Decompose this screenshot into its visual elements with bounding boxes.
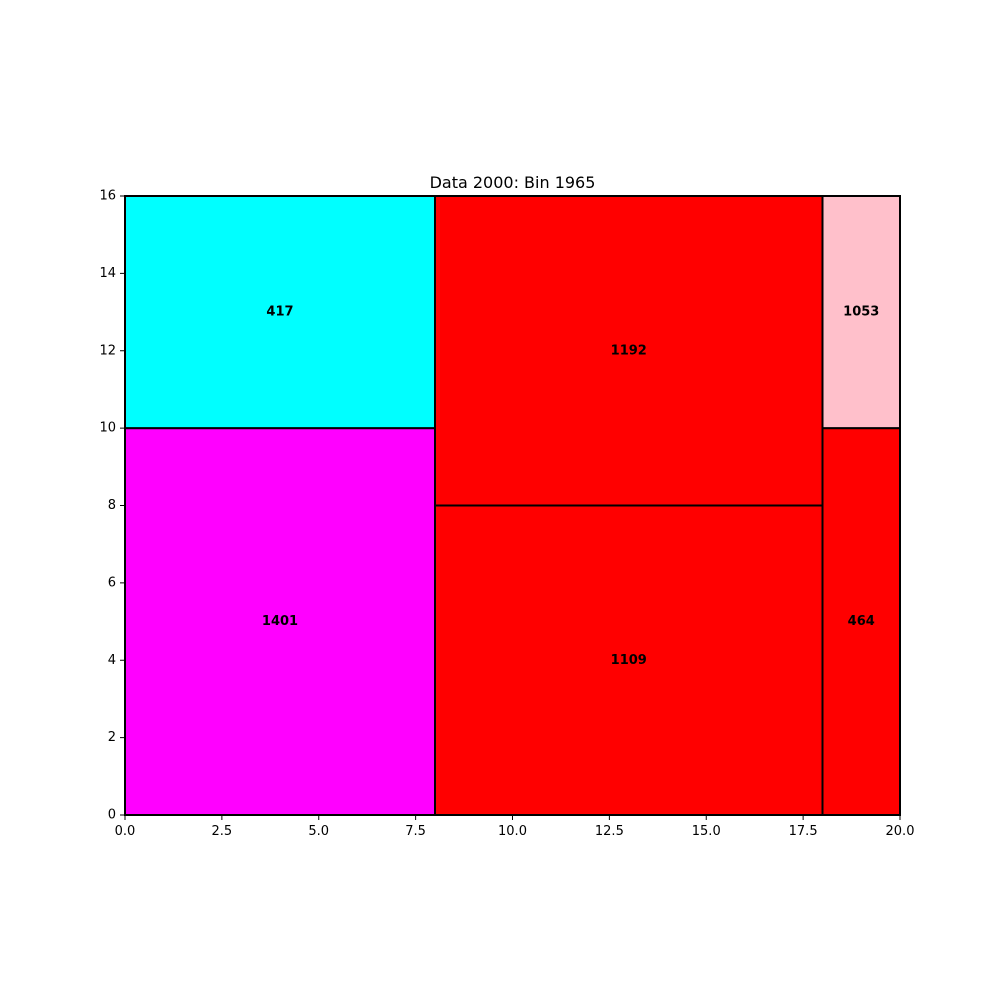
- rectangles-layer: [124, 195, 901, 816]
- y-tick-label: 8: [108, 498, 116, 513]
- y-tick-label: 4: [108, 653, 116, 668]
- treemap-label-1192: 1192: [611, 343, 647, 358]
- y-tick-label: 6: [108, 575, 116, 590]
- treemap-label-1053: 1053: [843, 305, 879, 320]
- treemap-rect-1401: [124, 427, 436, 816]
- x-tick-label: 20.0: [886, 824, 915, 839]
- y-tick-label: 2: [108, 730, 116, 745]
- rectangle-labels-layer: 1401 417 1109 1192 464 1053: [262, 305, 879, 668]
- x-tick-label: 0.0: [115, 824, 136, 839]
- treemap-label-417: 417: [266, 305, 293, 320]
- x-tick-label: 5.0: [308, 824, 329, 839]
- treemap-rect-417: [124, 195, 436, 430]
- axes-layer: 0.0 2.5 5.0 7.5 10.0 12.5 15.0 17.5 20.0 0 2 4 6 8 10 1…: [99, 189, 914, 840]
- treemap-label-464: 464: [848, 614, 875, 629]
- x-tick-label: 17.5: [789, 824, 818, 839]
- treemap-label-1109: 1109: [611, 653, 647, 668]
- treemap-rect-1192: [434, 195, 824, 507]
- chart-title: Data 2000: Bin 1965: [430, 173, 596, 192]
- y-tick-label: 12: [99, 343, 116, 358]
- y-tick-label: 14: [99, 266, 116, 281]
- treemap-rect-1053: [821, 195, 901, 430]
- treemap-label-1401: 1401: [262, 614, 298, 629]
- x-tick-label: 2.5: [212, 824, 233, 839]
- x-tick-label: 7.5: [405, 824, 426, 839]
- y-tick-label: 0: [108, 808, 116, 823]
- x-tick-label: 12.5: [595, 824, 624, 839]
- y-tick-label: 16: [99, 189, 116, 204]
- y-tick-label: 10: [99, 421, 116, 436]
- x-tick-label: 10.0: [498, 824, 527, 839]
- x-tick-label: 15.0: [692, 824, 721, 839]
